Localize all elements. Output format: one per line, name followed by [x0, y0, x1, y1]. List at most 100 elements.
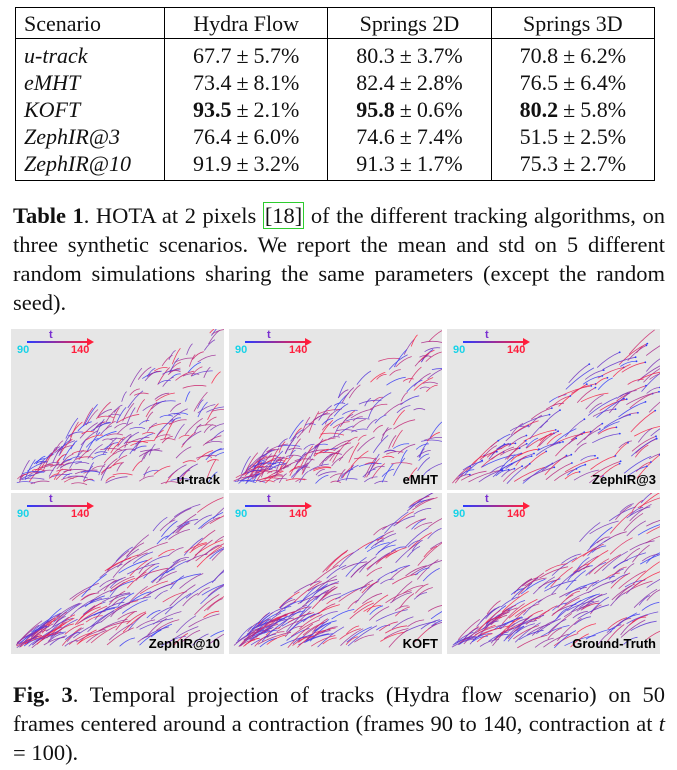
- track-line: [366, 594, 389, 613]
- track-line: [331, 456, 344, 467]
- track-line: [528, 414, 543, 428]
- track-line: [634, 425, 660, 437]
- track-line: [19, 473, 26, 483]
- track-line: [105, 476, 128, 484]
- track-line: [309, 604, 340, 619]
- track-line: [373, 392, 392, 408]
- track-line: [408, 366, 422, 383]
- track-line: [422, 567, 440, 582]
- track-line: [414, 497, 434, 508]
- track-plot: [452, 329, 660, 484]
- track-point: [569, 395, 572, 397]
- track-line: [416, 450, 431, 458]
- track-line: [340, 469, 354, 477]
- track-line: [198, 512, 224, 530]
- score-std: 3.7%: [416, 43, 463, 68]
- track-line: [623, 455, 652, 474]
- track-line: [588, 402, 603, 413]
- citation-link[interactable]: [18]: [262, 202, 305, 229]
- track-line: [596, 398, 625, 418]
- track-line: [414, 355, 429, 367]
- track-line: [77, 438, 87, 457]
- score-cell: 91.9 ±3.2%: [164, 150, 329, 181]
- time-end-label: 140: [289, 344, 308, 356]
- track-line: [543, 633, 569, 648]
- table-caption-label: Table 1: [13, 203, 84, 228]
- track-line: [382, 428, 392, 436]
- track-line: [414, 583, 429, 594]
- time-start-label: 90: [453, 508, 466, 520]
- track-line: [326, 597, 341, 605]
- track-line: [169, 408, 188, 422]
- track-line: [85, 437, 99, 448]
- track-line: [108, 623, 133, 641]
- track-line: [100, 603, 131, 623]
- track-line: [571, 547, 600, 563]
- track-line: [201, 583, 224, 596]
- track-line: [413, 372, 431, 387]
- track-line: [331, 609, 355, 620]
- score-std: 2.5%: [580, 124, 627, 149]
- time-gradient-arrow: [463, 505, 525, 507]
- track-line: [634, 444, 649, 458]
- track-line: [514, 622, 541, 643]
- track-point: [602, 369, 605, 371]
- score-cell: 75.3 ±2.7%: [491, 150, 656, 181]
- track-point: [578, 471, 581, 473]
- track-line: [112, 473, 133, 476]
- track-line: [551, 557, 577, 576]
- track-line: [97, 415, 114, 418]
- track-line: [623, 636, 638, 645]
- track-point: [594, 386, 597, 389]
- track-line: [648, 453, 660, 460]
- track-line: [117, 596, 152, 608]
- track-line: [496, 609, 509, 619]
- track-panel: t 90 140 ZephIR@10: [11, 493, 224, 654]
- track-line: [75, 462, 90, 465]
- track-point: [501, 469, 504, 472]
- track-line: [641, 372, 660, 392]
- track-line: [290, 438, 301, 455]
- track-point: [570, 453, 573, 456]
- track-line: [585, 579, 600, 592]
- track-line: [464, 460, 483, 476]
- track-line: [156, 571, 177, 584]
- table-row: ZephIR@3 76.4 ±6.0% 74.6 ±7.4% 51.5 ±2.5%: [15, 123, 656, 150]
- track-line: [146, 422, 158, 432]
- track-line: [494, 621, 515, 630]
- track-line: [185, 579, 216, 599]
- arrowhead-icon: [523, 338, 530, 346]
- track-point: [528, 462, 531, 465]
- track-line: [283, 600, 303, 610]
- track-line: [596, 351, 620, 368]
- track-line: [145, 401, 158, 418]
- track-line: [550, 566, 573, 588]
- track-line: [263, 456, 282, 466]
- track-line: [452, 466, 471, 484]
- track-line: [318, 405, 332, 421]
- track-line: [545, 462, 573, 481]
- track-line: [95, 418, 105, 435]
- track-line: [187, 361, 202, 373]
- track-line: [106, 433, 124, 437]
- track-line: [63, 469, 87, 472]
- track-line: [358, 462, 382, 467]
- track-line: [501, 603, 525, 625]
- track-point: [525, 434, 528, 437]
- track-line: [252, 473, 260, 483]
- track-line: [633, 588, 658, 608]
- track-line: [612, 363, 631, 377]
- track-line: [555, 438, 577, 457]
- track-line: [138, 563, 150, 574]
- track-line: [389, 369, 401, 376]
- track-line: [52, 445, 63, 463]
- track-line: [558, 383, 588, 407]
- track-line: [192, 539, 213, 560]
- track-line: [36, 461, 44, 473]
- track-line: [100, 448, 123, 451]
- track-line: [546, 433, 562, 445]
- track-line: [544, 578, 561, 589]
- track-line: [395, 356, 412, 368]
- track-line: [557, 594, 574, 609]
- track-line: [339, 628, 361, 640]
